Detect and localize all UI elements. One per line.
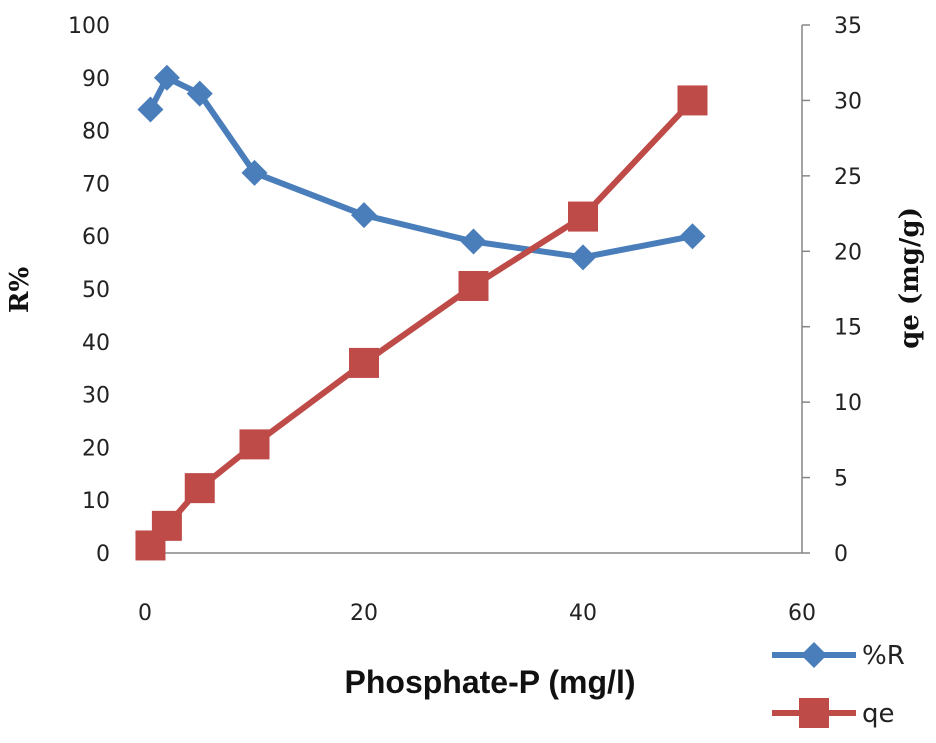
data-point-diamond [186, 80, 213, 107]
y-right-tick-label: 35 [834, 14, 862, 39]
x-axis-label: Phosphate-P (mg/l) [345, 664, 636, 700]
data-point-diamond [460, 228, 487, 255]
y-left-tick-label: 60 [82, 225, 110, 250]
data-point-diamond [570, 244, 596, 271]
y-left-tick-label: 30 [82, 384, 110, 409]
data-point-diamond [137, 96, 164, 123]
data-point-square [568, 201, 598, 232]
y-left-tick-label: 100 [68, 14, 110, 39]
x-tick-label: 20 [350, 601, 378, 626]
legend-marker-square [799, 698, 829, 728]
y-axis-right-label: qe (mg/g) [895, 207, 925, 349]
legend-label: %R [862, 641, 905, 671]
y-right-tick-label: 0 [834, 542, 848, 567]
data-point-diamond [153, 64, 180, 91]
legend-label: qe [862, 699, 895, 729]
x-tick-label: 40 [569, 601, 597, 626]
y-axis-left-label: R% [5, 267, 35, 314]
data-point-diamond [679, 223, 706, 250]
data-point-square [349, 347, 379, 378]
x-tick-label: 60 [788, 601, 816, 626]
series-line-1 [147, 74, 694, 261]
x-tick-label: 0 [138, 601, 152, 626]
series-line-2 [148, 98, 695, 548]
y-left-tick-label: 10 [82, 489, 110, 514]
y-left-tick-label: 0 [96, 542, 110, 567]
series-layer [135, 64, 708, 561]
y-left-tick-label: 20 [82, 436, 110, 461]
y-right-tick-label: 25 [834, 165, 862, 190]
data-point-square [458, 270, 489, 301]
axes [145, 24, 810, 554]
data-point-square [184, 473, 215, 504]
y-left-tick-label: 50 [82, 278, 110, 303]
tick-labels: 0 10 20 30 40 50 60 70 80 90 100 0 5 10 15 20 25 30 35 0 20 4… [68, 14, 862, 626]
y-left-tick-label: 80 [82, 120, 110, 145]
y-left-tick-label: 40 [82, 331, 110, 356]
y-right-tick-label: 10 [834, 391, 862, 416]
y-right-tick-label: 30 [834, 89, 862, 114]
data-point-square [151, 510, 182, 541]
y-right-tick-label: 20 [834, 240, 862, 265]
y-left-tick-label: 70 [82, 172, 110, 197]
y-right-tick-label: 15 [834, 316, 862, 341]
y-right-tick-label: 5 [834, 467, 848, 492]
legend-marker-diamond [801, 642, 827, 668]
data-point-diamond [351, 202, 377, 229]
data-point-diamond [241, 159, 268, 186]
data-point-square [239, 429, 270, 460]
legend: %R qe [772, 641, 905, 729]
data-point-square [677, 85, 708, 116]
y-left-tick-label: 90 [82, 67, 110, 92]
